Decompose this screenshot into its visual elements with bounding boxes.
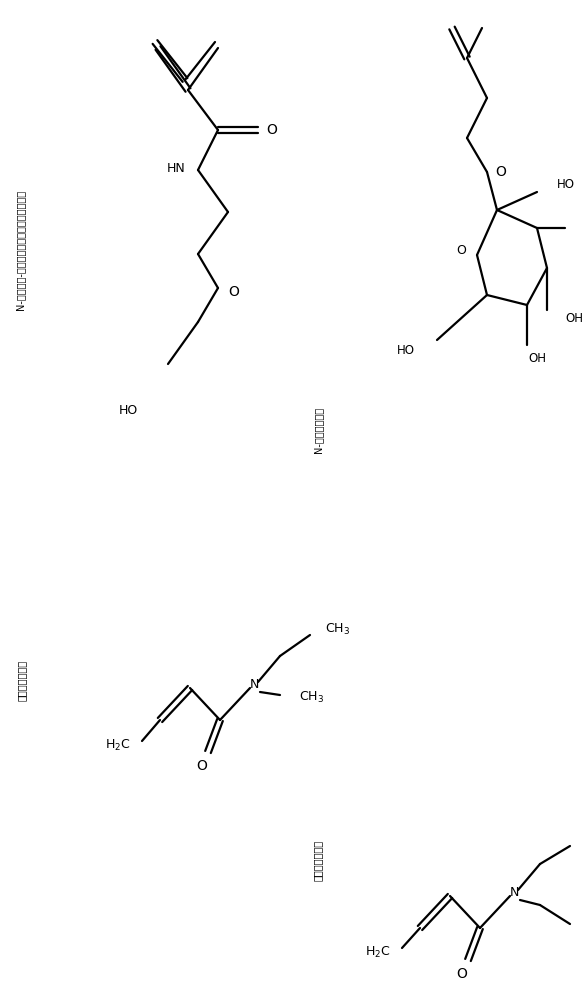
Text: OH: OH [565,312,583,324]
Text: O: O [457,967,467,981]
Text: HO: HO [397,344,415,357]
Text: CH$_3$: CH$_3$ [300,689,325,705]
Text: HO: HO [119,403,138,416]
Text: CH$_3$: CH$_3$ [325,621,350,637]
Text: OH: OH [528,353,546,365]
Text: 二甲基丙烯酰胺: 二甲基丙烯酰胺 [17,659,27,701]
Text: N: N [509,886,519,900]
Text: N: N [249,678,259,692]
Text: H$_2$C: H$_2$C [105,737,131,753]
Text: N-丙烯酰基-氨基乙氧基乙醇取代的丙烯酰胺: N-丙烯酰基-氨基乙氧基乙醇取代的丙烯酰胺 [15,190,25,310]
Text: N-烯丙基葡萄糖: N-烯丙基葡萄糖 [313,407,323,453]
Text: HN: HN [166,161,185,174]
Text: H$_2$C: H$_2$C [365,944,391,960]
Text: O: O [266,123,277,137]
Text: O: O [496,165,506,179]
Text: O: O [197,759,207,773]
Text: O: O [456,244,466,257]
Text: 三乙基丙烯酰胺: 三乙基丙烯酰胺 [313,839,323,881]
Text: HO: HO [557,178,575,190]
Text: O: O [228,285,239,299]
Text: HO: HO [583,218,584,231]
